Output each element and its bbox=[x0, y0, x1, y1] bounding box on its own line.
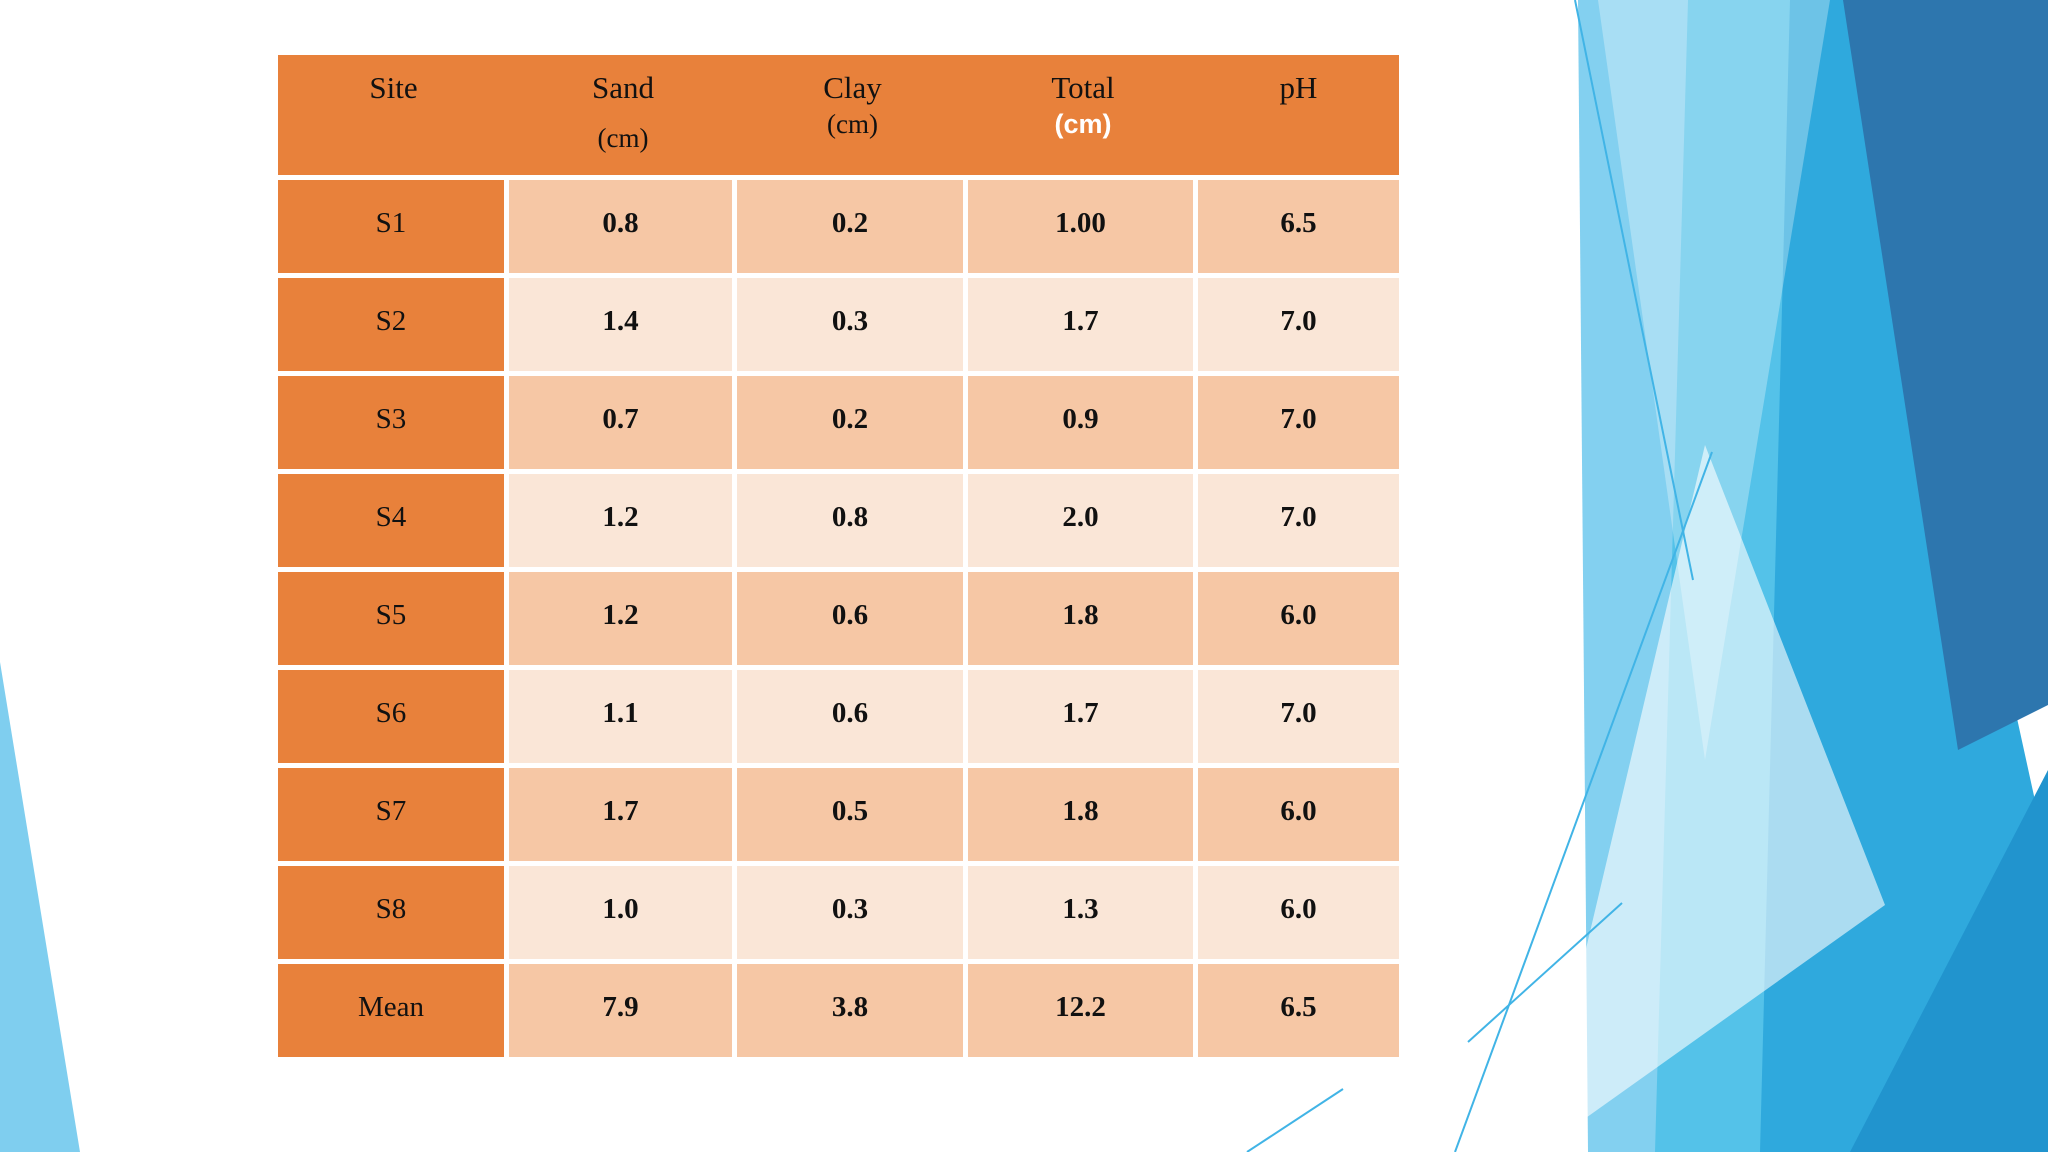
cell-site: S1 bbox=[278, 180, 504, 273]
decor-thin-line-bottom-right bbox=[1467, 902, 1623, 1043]
cell-ph: 7.0 bbox=[1198, 474, 1399, 567]
cell-ph: 7.0 bbox=[1198, 278, 1399, 371]
decor-left-bottom-wedge bbox=[0, 662, 80, 1152]
decor-thin-line-top bbox=[1574, 0, 1694, 581]
cell-ph: 6.0 bbox=[1198, 768, 1399, 861]
cell-sand: 0.7 bbox=[509, 376, 732, 469]
cell-total: 1.7 bbox=[968, 670, 1193, 763]
cell-clay: 0.3 bbox=[737, 866, 963, 959]
column-header-label: pH bbox=[1279, 70, 1318, 105]
column-header-label: Site bbox=[369, 70, 418, 105]
column-header-site: Site bbox=[278, 55, 509, 175]
cell-total: 0.9 bbox=[968, 376, 1193, 469]
cell-clay: 0.2 bbox=[737, 376, 963, 469]
decor-thin-line-mid bbox=[1454, 451, 1713, 1152]
decor-deep-blue-corner bbox=[1850, 770, 2048, 1152]
cell-site: S4 bbox=[278, 474, 504, 567]
cell-sand: 1.2 bbox=[509, 572, 732, 665]
cell-sand: 1.0 bbox=[509, 866, 732, 959]
column-header-clay: Clay (cm) bbox=[737, 55, 968, 175]
cell-clay: 0.6 bbox=[737, 670, 963, 763]
column-header-total: Total (cm) bbox=[968, 55, 1198, 175]
data-table: Site Sand (cm) Clay (cm) Total (cm) pH S… bbox=[278, 55, 1399, 1057]
column-header-sand: Sand (cm) bbox=[509, 55, 737, 175]
column-header-ph: pH bbox=[1198, 55, 1399, 175]
cell-sand: 1.1 bbox=[509, 670, 732, 763]
decor-steel-blue-triangle bbox=[1843, 0, 2048, 750]
cell-ph: 6.5 bbox=[1198, 180, 1399, 273]
cell-site: S3 bbox=[278, 376, 504, 469]
cell-site-mean: Mean bbox=[278, 964, 504, 1057]
cell-site: S6 bbox=[278, 670, 504, 763]
cell-site: S7 bbox=[278, 768, 504, 861]
cell-sand: 1.4 bbox=[509, 278, 732, 371]
cell-ph: 7.0 bbox=[1198, 670, 1399, 763]
cell-ph: 7.0 bbox=[1198, 376, 1399, 469]
cell-site: S2 bbox=[278, 278, 504, 371]
cell-clay: 3.8 bbox=[737, 964, 963, 1057]
column-header-unit: (cm) bbox=[1054, 109, 1112, 139]
cell-clay: 0.5 bbox=[737, 768, 963, 861]
cell-clay: 0.8 bbox=[737, 474, 963, 567]
cell-sand: 1.7 bbox=[509, 768, 732, 861]
cell-sand: 1.2 bbox=[509, 474, 732, 567]
decor-white-overlay-top bbox=[1598, 0, 1830, 760]
decor-thin-line-bottom-left bbox=[1246, 1088, 1344, 1152]
cell-site: S8 bbox=[278, 866, 504, 959]
column-header-unit: (cm) bbox=[827, 109, 878, 139]
cell-total: 1.00 bbox=[968, 180, 1193, 273]
table-header-row: Site Sand (cm) Clay (cm) Total (cm) pH bbox=[278, 55, 1399, 175]
cell-site: S5 bbox=[278, 572, 504, 665]
cell-ph: 6.5 bbox=[1198, 964, 1399, 1057]
cell-total: 2.0 bbox=[968, 474, 1193, 567]
cell-clay: 0.2 bbox=[737, 180, 963, 273]
cell-ph: 6.0 bbox=[1198, 572, 1399, 665]
column-header-label: Sand bbox=[592, 70, 654, 105]
column-header-label: Clay bbox=[823, 70, 882, 105]
column-header-label: Total bbox=[1051, 70, 1115, 105]
cell-total: 1.8 bbox=[968, 572, 1193, 665]
cell-total: 1.8 bbox=[968, 768, 1193, 861]
column-header-unit: (cm) bbox=[597, 123, 649, 153]
decor-pale-triangle bbox=[1538, 445, 1885, 1152]
cell-total: 12.2 bbox=[968, 964, 1193, 1057]
table-body: S1 0.8 0.2 1.00 6.5 S2 1.4 0.3 1.7 7.0 S… bbox=[278, 180, 1399, 1057]
cell-total: 1.7 bbox=[968, 278, 1193, 371]
cell-sand: 0.8 bbox=[509, 180, 732, 273]
cell-total: 1.3 bbox=[968, 866, 1193, 959]
cell-ph: 6.0 bbox=[1198, 866, 1399, 959]
cell-clay: 0.6 bbox=[737, 572, 963, 665]
cell-clay: 0.3 bbox=[737, 278, 963, 371]
cell-sand: 7.9 bbox=[509, 964, 732, 1057]
